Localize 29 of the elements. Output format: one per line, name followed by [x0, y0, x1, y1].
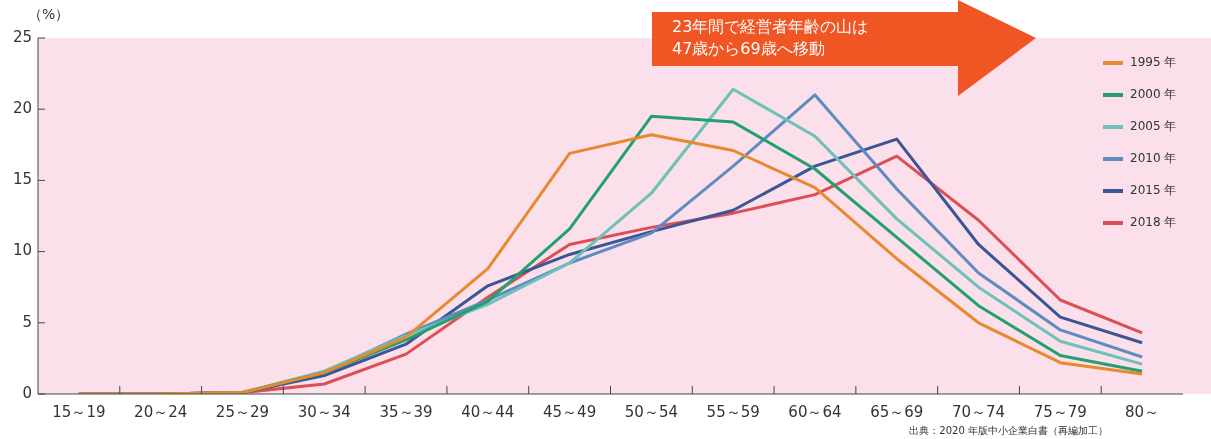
x-tick-label: 30～34	[297, 402, 351, 421]
y-axis-title: （%）	[28, 5, 70, 22]
legend-label: 2015 年	[1130, 183, 1177, 198]
x-tick-label: 25～29	[215, 402, 270, 421]
y-tick-label: 0	[22, 383, 32, 402]
y-tick-label: 25	[12, 27, 32, 46]
legend-label: 1995 年	[1130, 55, 1177, 70]
x-tick-label: 70～74	[951, 402, 1006, 421]
x-tick-label: 55～59	[706, 402, 760, 421]
x-tick-label: 65～69	[870, 402, 924, 421]
x-tick-label: 45～49	[543, 402, 597, 421]
x-tick-label: 75～79	[1033, 402, 1087, 421]
y-tick-label: 5	[22, 312, 32, 331]
x-tick-label: 60～64	[788, 402, 842, 421]
legend-label: 2018 年	[1130, 215, 1177, 230]
y-tick-label: 10	[12, 241, 32, 260]
x-tick-label: 50～54	[624, 402, 678, 421]
x-tick-label: 15～19	[52, 402, 106, 421]
legend-label: 2000 年	[1130, 87, 1177, 102]
x-tick-label: 35～39	[379, 402, 433, 421]
x-tick-label: 40～44	[461, 402, 515, 421]
legend-label: 2005 年	[1130, 119, 1177, 134]
source-note: 出典：2020 年版中小企業白書（再編加工）	[909, 424, 1108, 436]
x-tick-label: 20～24	[134, 402, 188, 421]
legend-label: 2010 年	[1130, 151, 1177, 166]
annotation: 23年間で経営者年齢の山は 47歳から69歳へ移動	[672, 16, 869, 60]
x-tick-label: 80～	[1125, 402, 1160, 421]
y-tick-label: 20	[12, 99, 32, 118]
y-tick-label: 15	[12, 170, 32, 189]
